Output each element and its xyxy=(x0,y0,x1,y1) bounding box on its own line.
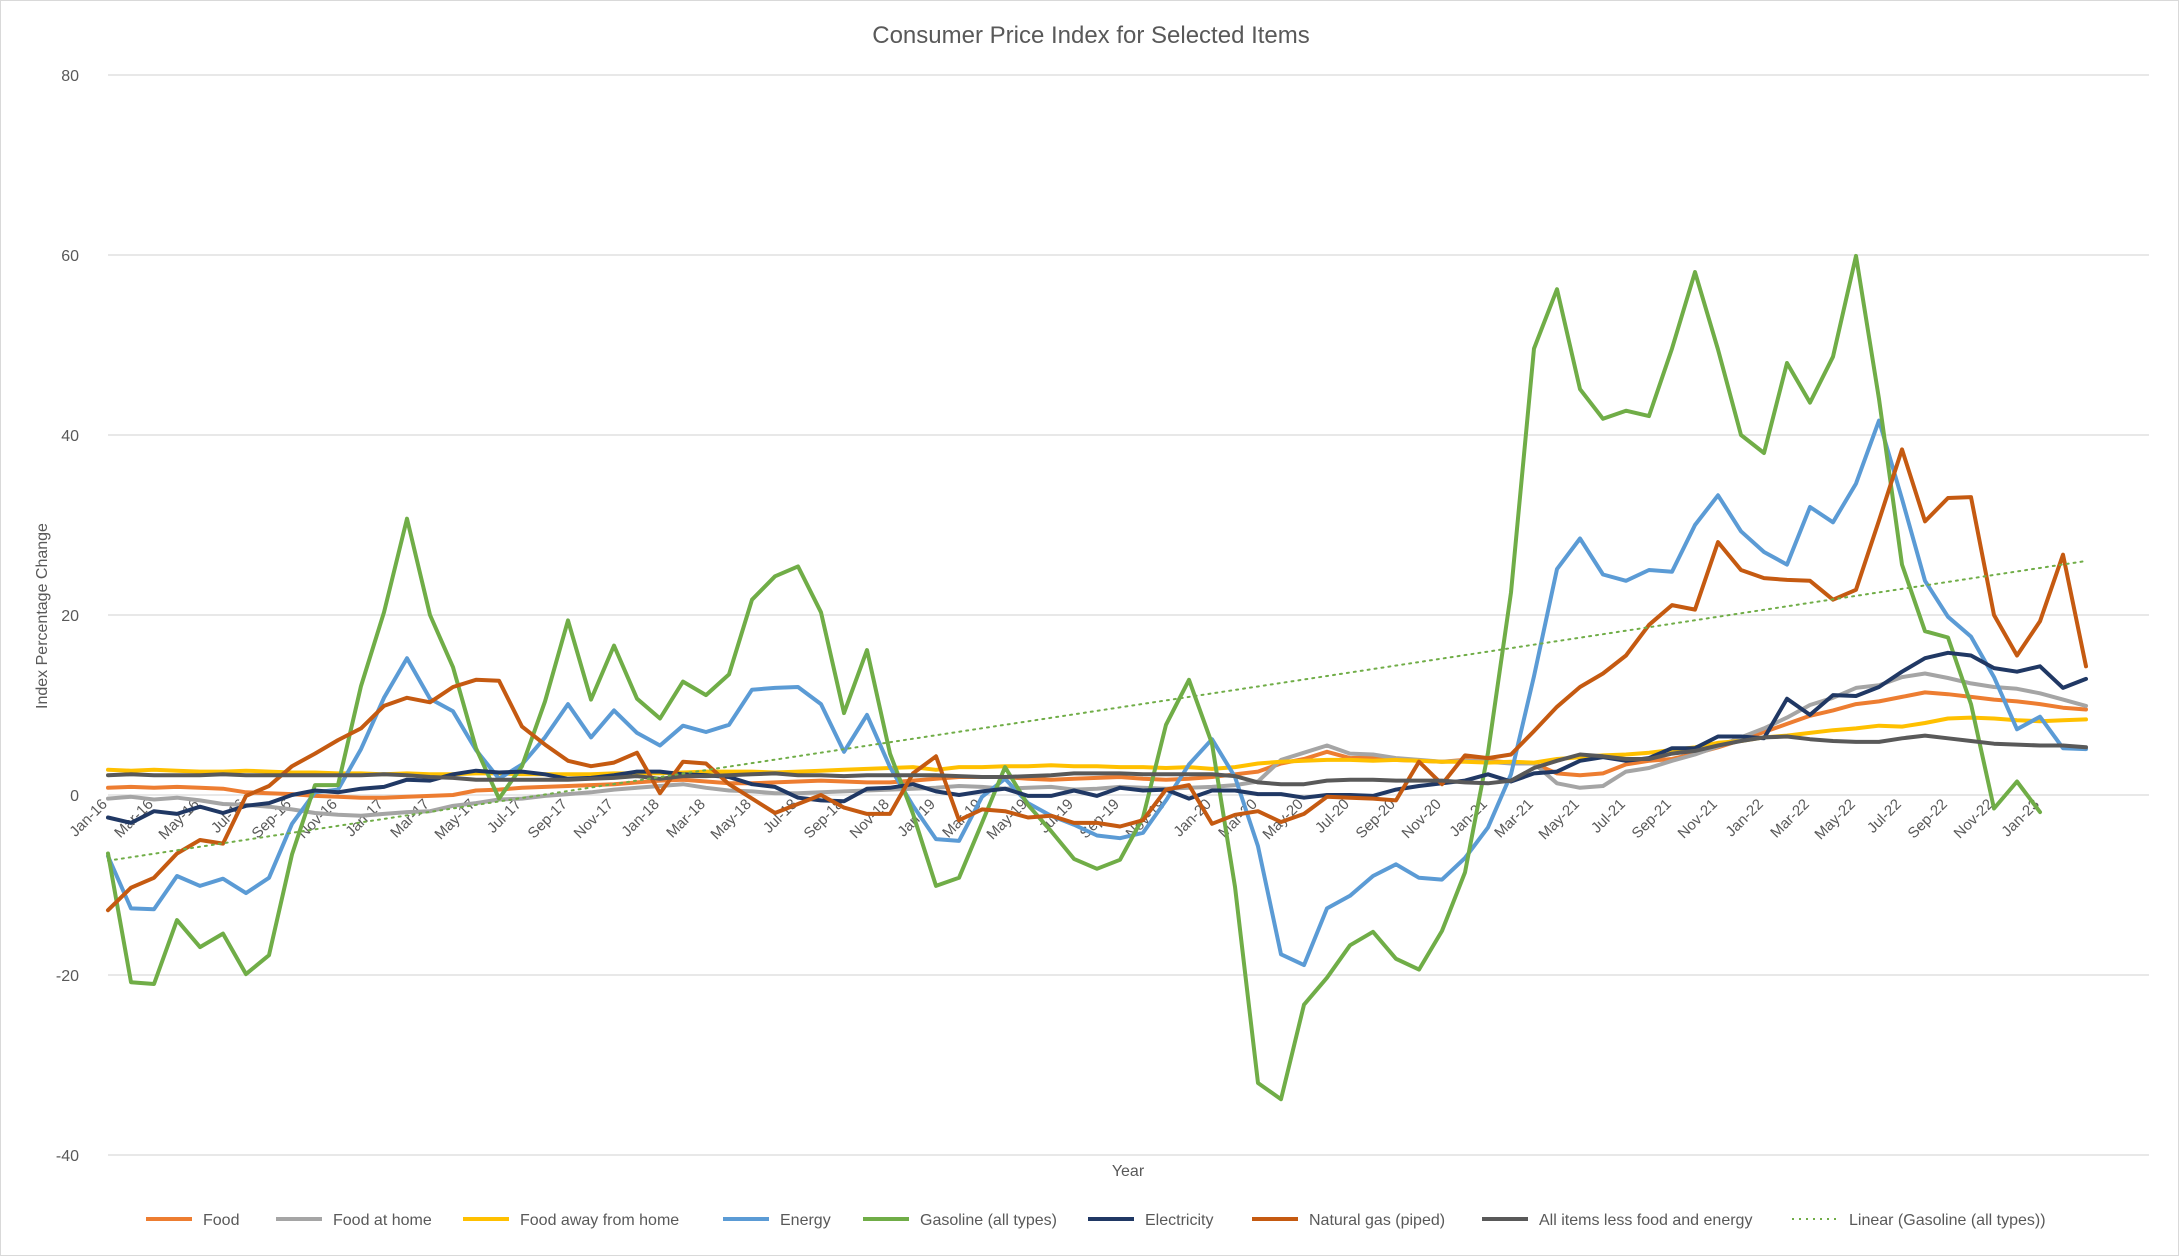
x-tick-label: May-18 xyxy=(707,796,754,843)
y-tick-label: 40 xyxy=(61,428,79,445)
x-tick-label: Nov-18 xyxy=(847,796,893,842)
x-tick-label: May-16 xyxy=(155,796,202,843)
x-tick-label: Jul-22 xyxy=(1864,796,1905,837)
x-tick-label: Sep-17 xyxy=(525,796,571,842)
series-line-gasoline-all-types xyxy=(106,253,2042,1102)
x-tick-label: Nov-21 xyxy=(1675,796,1721,842)
legend-label: Food at home xyxy=(333,1212,432,1229)
series-line-linear-gasoline-all-types xyxy=(107,560,2087,862)
series-line-food-at-home xyxy=(106,671,2088,818)
gridlines xyxy=(108,74,2149,1156)
x-tick-label: Jan-22 xyxy=(1722,796,1766,840)
series-line-food-away-from-home xyxy=(106,715,2088,777)
legend-label: Food xyxy=(203,1212,239,1229)
legend-label: All items less food and energy xyxy=(1539,1212,1752,1229)
legend-label: Linear (Gasoline (all types)) xyxy=(1849,1212,2046,1229)
x-tick-label: Mar-18 xyxy=(663,796,709,842)
legend-label: Energy xyxy=(780,1212,831,1229)
x-tick-label: Mar-17 xyxy=(387,796,433,842)
x-tick-label: Sep-20 xyxy=(1353,796,1399,842)
legend: Food Food at home Food away from home Energ… xyxy=(146,1212,2046,1229)
x-tick-label: Jan-23 xyxy=(1998,796,2042,840)
x-tick-label: May-21 xyxy=(1535,796,1582,843)
x-tick-label: Jan-18 xyxy=(618,796,662,840)
legend-label: Electricity xyxy=(1145,1212,1213,1229)
x-tick-label: Sep-22 xyxy=(1905,796,1951,842)
x-tick-label: Sep-21 xyxy=(1629,796,1675,842)
legend-label: Natural gas (piped) xyxy=(1309,1212,1445,1229)
x-tick-label: Nov-22 xyxy=(1951,796,1997,842)
y-tick-label: -40 xyxy=(56,1148,79,1165)
x-axis-label: Year xyxy=(1112,1163,1145,1180)
x-tick-label: Jul-21 xyxy=(1588,796,1629,837)
x-tick-label: Jan-17 xyxy=(342,796,386,840)
x-tick-label: Mar-22 xyxy=(1767,796,1813,842)
y-tick-labels: -40 -20 0 20 40 60 80 xyxy=(56,68,79,1165)
y-tick-label: -20 xyxy=(56,968,79,985)
series-line-all-items-less-food-and-energy xyxy=(106,733,2088,787)
x-tick-label: Nov-16 xyxy=(295,796,341,842)
y-tick-label: 20 xyxy=(61,608,79,625)
series-line-food xyxy=(106,690,2088,800)
y-axis-label: Index Percentage Change xyxy=(34,523,51,709)
x-tick-label: Jul-18 xyxy=(760,796,801,837)
y-tick-label: 80 xyxy=(61,68,79,85)
series-line-energy xyxy=(106,418,2088,968)
x-tick-label: May-22 xyxy=(1811,796,1858,843)
legend-label: Food away from home xyxy=(520,1212,679,1229)
chart-title: Consumer Price Index for Selected Items xyxy=(872,22,1310,49)
x-tick-label: Nov-17 xyxy=(571,796,617,842)
legend-label: Gasoline (all types) xyxy=(920,1212,1057,1229)
series-line-natural-gas-piped xyxy=(106,447,2088,913)
x-tick-label: Nov-20 xyxy=(1399,796,1445,842)
y-tick-label: 60 xyxy=(61,248,79,265)
y-tick-label: 0 xyxy=(70,788,79,805)
series-lines xyxy=(106,253,2088,1102)
